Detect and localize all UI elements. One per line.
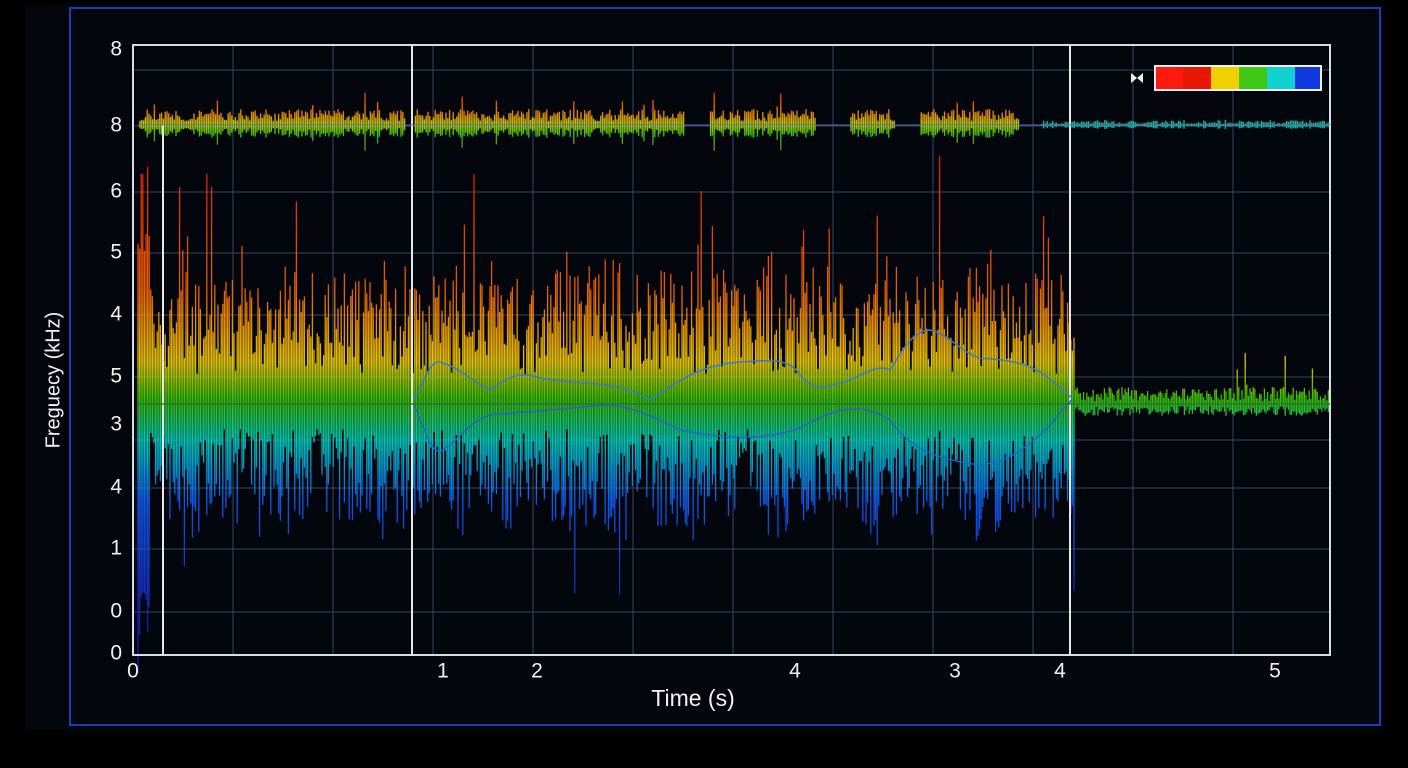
y-tick-label: 4 [110, 303, 122, 326]
y-tick-label: 4 [110, 476, 122, 499]
y-tick-label: 5 [110, 241, 122, 264]
y-tick-label: 8 [110, 38, 122, 61]
y-tick-label: 1 [110, 537, 122, 560]
x-tick-label: 5 [1269, 660, 1281, 683]
y-tick-label: 8 [110, 114, 122, 137]
colorbar-icon [1131, 73, 1143, 83]
contour [413, 329, 1073, 401]
colorbar-swatch [1267, 66, 1295, 90]
colorbar-swatch [1239, 66, 1267, 90]
y-tick-label: 6 [110, 180, 122, 203]
colorbar-swatch [1155, 66, 1183, 90]
y-tick-label: 3 [110, 413, 122, 436]
colorbar-swatch [1295, 66, 1321, 90]
x-tick-labels: 0 1 2 4 3 4 5 [127, 660, 1281, 683]
y-tick-labels: 8 8 6 5 4 5 3 4 1 0 0 [110, 38, 122, 665]
x-tick-label: 0 [127, 660, 139, 683]
x-tick-label: 2 [531, 660, 543, 683]
x-tick-label: 1 [437, 660, 449, 683]
x-axis-label: Time (s) [651, 685, 734, 711]
x-tick-label: 4 [1054, 660, 1066, 683]
y-tick-label: 5 [110, 365, 122, 388]
panel-border [69, 7, 1381, 726]
x-tick-label: 3 [949, 660, 961, 683]
colorbar [1131, 65, 1322, 91]
x-tick-label: 4 [789, 660, 801, 683]
colorbar-swatch [1183, 66, 1211, 90]
y-tick-label: 0 [110, 642, 122, 665]
plot-frame [132, 44, 1331, 656]
y-tick-label: 0 [110, 600, 122, 623]
contour [413, 399, 1073, 466]
y-axis-label: Freguecy (kHz) [42, 312, 64, 449]
colorbar-frame [1154, 65, 1322, 91]
colorbar-swatch [1211, 66, 1239, 90]
